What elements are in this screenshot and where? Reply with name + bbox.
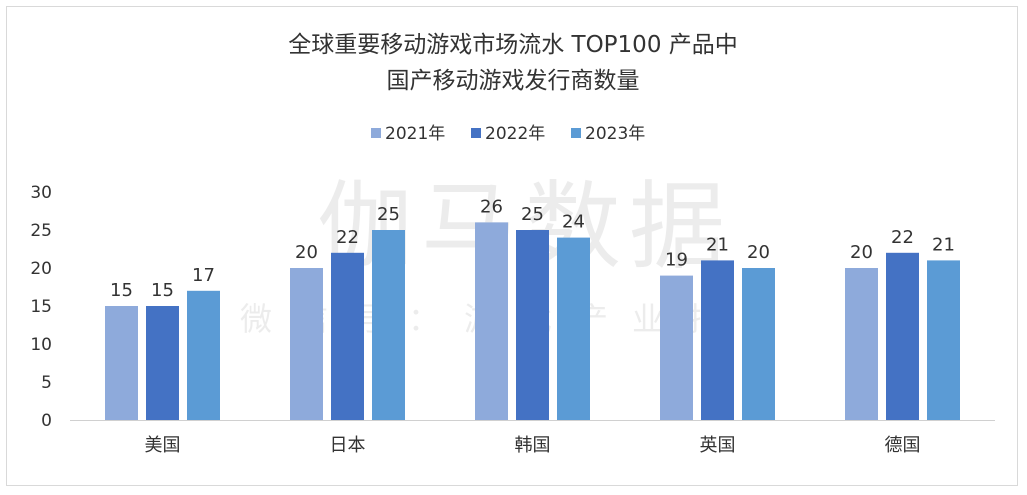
y-tick-label: 5 [41,373,52,393]
legend-label-3: 2023年 [585,124,645,144]
data-label: 22 [891,227,914,248]
data-label: 20 [850,242,873,263]
legend-label-2: 2022年 [485,124,545,144]
y-tick-label: 25 [30,221,52,241]
bar-2023年-德国 [927,260,960,420]
legend-label-1: 2021年 [385,124,445,144]
data-label: 20 [747,242,770,263]
data-label: 25 [521,204,544,225]
data-label: 25 [377,204,400,225]
bar-2022年-英国 [701,260,734,420]
legend: 2021年 2022年 2023年 [371,124,645,144]
x-category-label: 韩国 [515,435,551,456]
x-category-label: 德国 [885,435,921,456]
data-labels: 15 15 17 20 22 25 26 25 24 19 21 20 20 22 21 [110,196,955,301]
bar-2021年-德国 [845,268,878,420]
data-label: 15 [110,280,133,301]
data-label: 22 [336,227,359,248]
bar-2022年-美国 [146,306,179,420]
data-label: 26 [480,196,503,217]
bar-2023年-日本 [372,230,405,420]
bar-2021年-韩国 [475,222,508,420]
legend-swatch-3 [571,128,581,138]
data-label: 20 [295,242,318,263]
bar-2023年-韩国 [557,237,590,420]
y-tick-label: 30 [30,183,52,203]
x-category-label: 日本 [330,435,366,456]
legend-swatch-1 [371,128,381,138]
y-tick-label: 15 [30,297,52,317]
chart-title: 全球重要移动游戏市场流水 TOP100 产品中 [288,32,738,58]
x-axis: 美国 日本 韩国 英国 德国 [70,420,995,456]
bars [105,222,960,420]
data-label: 24 [562,212,585,233]
y-axis: 0 5 10 15 20 25 30 [30,183,52,431]
bar-2022年-日本 [331,252,364,420]
bar-2023年-英国 [742,268,775,420]
y-tick-label: 0 [41,411,52,431]
chart-subtitle: 国产移动游戏发行商数量 [387,68,640,94]
data-label: 19 [665,250,688,271]
legend-swatch-2 [471,128,481,138]
data-label: 17 [192,265,215,286]
data-label: 21 [706,234,729,255]
y-tick-label: 20 [30,259,52,279]
bar-2022年-韩国 [516,230,549,420]
bar-2022年-德国 [886,252,919,420]
bar-2021年-英国 [660,275,693,420]
bar-2023年-美国 [187,290,220,420]
bar-2021年-日本 [290,268,323,420]
x-category-label: 英国 [700,435,736,456]
data-label: 21 [932,234,955,255]
data-label: 15 [151,280,174,301]
y-tick-label: 10 [30,335,52,355]
x-category-label: 美国 [145,435,181,456]
bar-2021年-美国 [105,306,138,420]
